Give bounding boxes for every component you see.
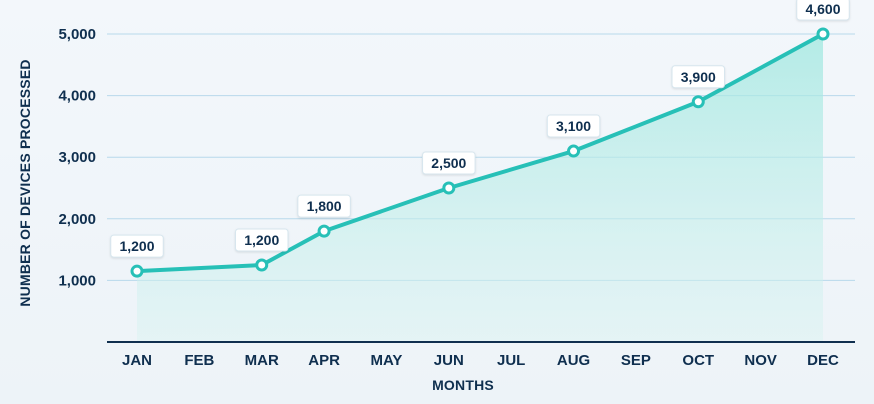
data-label-bg-oct [671, 65, 726, 89]
y-tick-label: 5,000 [58, 26, 96, 43]
data-label-aug: 3,100 [556, 118, 591, 134]
y-tick-label: 2,000 [58, 211, 96, 228]
point-layer [130, 27, 830, 278]
x-tick-label: FEB [184, 352, 214, 369]
area-fill [137, 34, 823, 342]
data-point-apr [317, 224, 331, 238]
x-tick-label: DEC [807, 352, 839, 369]
x-tick-label: MAR [245, 352, 279, 369]
axis-layer: 1,000 2,000 3,000 4,000 5,000 JAN FEB MAR APR MAY… [58, 26, 855, 369]
x-tick-label: JUL [497, 352, 525, 369]
x-tick-label: OCT [682, 352, 714, 369]
x-tick-label: JAN [122, 352, 152, 369]
x-tick-label: AUG [557, 352, 590, 369]
data-label-mar: 1,200 [244, 232, 279, 248]
y-axis-title: NUMBER OF DEVICES PROCESSED [17, 59, 33, 306]
data-label-bg-jan [110, 234, 164, 258]
data-label-bg-aug [546, 114, 601, 138]
x-tick-label: MAY [370, 352, 402, 369]
data-label-apr: 1,800 [307, 198, 342, 214]
data-point-jun [442, 181, 456, 195]
data-point-jan [130, 264, 144, 278]
data-label-jun: 2,500 [431, 155, 466, 171]
x-axis-title: MONTHS [432, 377, 494, 393]
y-tick-label: 1,000 [58, 272, 96, 289]
y-tick-label: 3,000 [58, 149, 96, 166]
x-tick-label: APR [308, 352, 340, 369]
data-point-oct [691, 95, 705, 109]
x-tick-label: SEP [621, 352, 651, 369]
data-label-bg-mar [234, 228, 289, 252]
data-point-dec [816, 27, 830, 41]
data-label-bg-jun [422, 151, 476, 175]
x-tick-label: NOV [744, 352, 777, 369]
data-point-mar [255, 258, 269, 272]
data-label-jan: 1,200 [119, 238, 154, 254]
y-tick-label: 4,000 [58, 88, 96, 105]
data-label-bg-dec [796, 0, 850, 21]
x-tick-label: JUN [434, 352, 464, 369]
data-label-oct: 3,900 [681, 69, 716, 85]
area-layer [137, 34, 823, 342]
label-layer: 1,200 1,200 1,800 2,500 3,100 3,900 4,600 [110, 0, 850, 258]
data-point-aug [567, 144, 581, 158]
data-label-dec: 4,600 [805, 1, 840, 17]
data-label-bg-apr [297, 194, 351, 218]
